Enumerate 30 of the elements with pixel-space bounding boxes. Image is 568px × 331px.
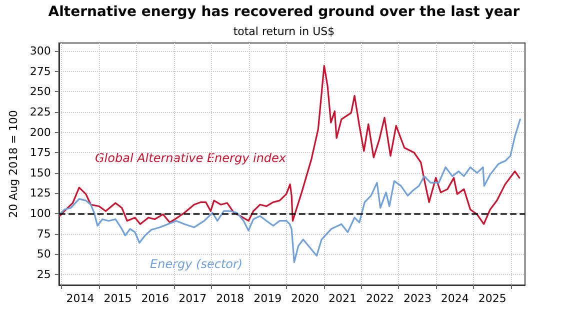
x-tick-label: 2019 [254,292,282,305]
line-series [58,64,520,225]
y-tick-label: 50 [36,248,51,261]
y-tick-label: 75 [36,227,51,240]
chart-subtitle: total return in US$ [233,25,335,38]
chart-title: Alternative energy has recovered ground over the last year [48,4,520,20]
y-tick-label: 175 [30,146,51,160]
x-tick-label: 2020 [291,292,320,305]
x-tick-label: 2024 [440,292,469,305]
y-tick-label: 300 [30,44,51,58]
x-tick-label: 2022 [366,292,394,305]
y-tick-label: 25 [36,268,51,281]
series-label: Energy (sector) [150,257,243,271]
series-label: Global Alternative Energy index [95,151,287,165]
x-tick-label: 2015 [104,292,132,305]
x-tick-label: 2018 [216,292,244,305]
x-tick-label: 2021 [328,292,357,305]
y-tick-label: 150 [30,166,51,180]
x-tick-label: 2023 [403,292,432,305]
y-tick-label: 100 [30,207,51,220]
y-tick-label: 200 [30,126,51,139]
x-tick-label: 2016 [141,292,170,305]
x-tick-label: 2025 [478,292,506,305]
y-tick-label: 125 [30,186,51,200]
y-tick-label: 225 [30,106,51,119]
y-tick-label: 250 [30,85,51,98]
x-tick-label: 2014 [66,292,94,305]
y-tick-label: 275 [30,64,51,78]
x-tick-label: 2017 [178,292,207,305]
y-axis-title: 20 Aug 2018 = 100 [7,110,20,218]
